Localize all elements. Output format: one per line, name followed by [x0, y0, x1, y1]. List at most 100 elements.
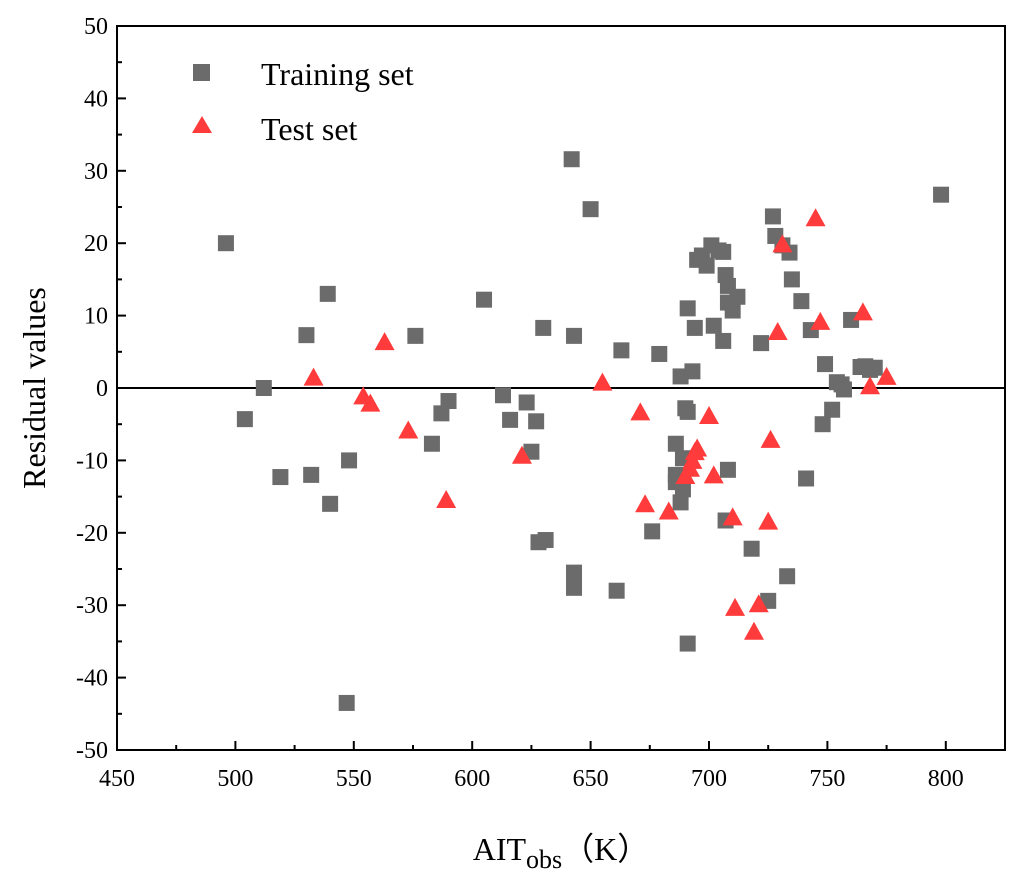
training-point	[613, 342, 630, 359]
test-point	[805, 208, 826, 227]
test-point	[722, 507, 743, 526]
legend: Training set Test set	[192, 56, 414, 147]
test-point	[360, 393, 381, 412]
training-point	[272, 469, 289, 486]
training-point	[933, 186, 950, 203]
training-point	[686, 319, 703, 336]
y-tick-label: 0	[96, 376, 108, 402]
test-set-series	[303, 208, 897, 640]
x-tick-label: 500	[217, 766, 253, 792]
y-tick-label: 30	[84, 159, 108, 185]
training-point	[817, 356, 834, 373]
x-tick-label: 650	[573, 766, 609, 792]
y-tick-label: -30	[76, 593, 108, 619]
training-point	[793, 293, 810, 310]
y-tick-label: 20	[84, 231, 108, 257]
x-axis-title-main: AIT	[473, 831, 527, 867]
x-tick-label: 700	[691, 766, 727, 792]
test-point	[876, 366, 897, 385]
test-point	[743, 621, 764, 640]
training-point	[715, 332, 732, 349]
training-point	[764, 208, 781, 225]
training-point	[798, 470, 815, 487]
training-set-series	[217, 151, 950, 711]
test-point	[374, 332, 395, 351]
x-tick-label: 750	[809, 766, 845, 792]
training-point	[679, 635, 696, 652]
training-point	[440, 393, 457, 410]
test-point	[303, 367, 324, 386]
test-point	[436, 489, 457, 508]
test-point	[767, 321, 788, 340]
training-point	[715, 243, 732, 260]
training-point	[407, 327, 424, 344]
legend-training-label: Training set	[261, 56, 414, 92]
y-tick-label: -20	[76, 521, 108, 547]
training-point	[423, 435, 440, 452]
training-point	[783, 271, 800, 288]
training-point	[535, 319, 552, 336]
axis-ticks: 450 500 550 600 650 700 750 800 -50 -40 -30 -20 -10 0…	[76, 14, 964, 792]
training-point	[303, 466, 320, 483]
training-point	[518, 394, 535, 411]
training-point	[608, 582, 625, 599]
x-axis-title-subscript: obs	[526, 845, 562, 874]
training-point	[537, 532, 554, 549]
y-tick-label: -50	[76, 738, 108, 764]
training-point	[502, 411, 519, 428]
test-point	[748, 594, 769, 613]
training-point	[698, 257, 715, 274]
training-point	[217, 235, 234, 252]
test-point	[772, 234, 793, 253]
training-point	[298, 327, 315, 344]
y-tick-label: 10	[84, 304, 108, 330]
test-point	[592, 372, 613, 391]
test-point	[687, 438, 708, 457]
training-point	[566, 579, 583, 596]
test-point	[699, 405, 719, 424]
training-point	[779, 568, 796, 585]
training-point	[322, 495, 339, 512]
x-axis-title-unit: （K）	[562, 831, 649, 867]
training-point	[724, 302, 741, 319]
test-point	[860, 376, 881, 395]
training-point	[667, 435, 684, 452]
training-point	[476, 291, 493, 308]
legend-training-marker	[193, 64, 210, 81]
training-point	[835, 381, 852, 398]
training-point	[824, 401, 841, 418]
x-tick-label: 800	[928, 766, 964, 792]
training-point	[679, 403, 696, 420]
legend-test-label: Test set	[261, 111, 358, 147]
test-point	[635, 494, 656, 513]
training-point	[705, 317, 722, 334]
y-tick-label: 40	[84, 86, 108, 112]
x-tick-label: 550	[336, 766, 372, 792]
y-tick-label: -40	[76, 666, 108, 692]
training-point	[644, 523, 661, 540]
training-point	[684, 363, 701, 380]
x-tick-label: 600	[454, 766, 490, 792]
training-point	[814, 416, 831, 433]
test-point	[852, 302, 873, 321]
training-point	[719, 461, 736, 478]
training-point	[563, 151, 580, 168]
test-point	[658, 501, 679, 520]
training-point	[729, 288, 746, 305]
test-point	[725, 597, 746, 616]
training-point	[672, 494, 689, 511]
y-tick-label: -10	[76, 448, 108, 474]
x-tick-label: 450	[99, 766, 135, 792]
training-point	[866, 359, 883, 376]
training-point	[433, 405, 450, 422]
y-tick-label: 50	[84, 14, 108, 40]
training-point	[674, 481, 691, 498]
training-point	[566, 564, 583, 581]
training-point	[341, 452, 358, 469]
test-point	[758, 511, 779, 530]
x-axis-title: AITobs（K）	[473, 831, 650, 874]
test-point	[760, 429, 781, 448]
test-point	[398, 420, 419, 439]
test-point	[703, 465, 724, 484]
